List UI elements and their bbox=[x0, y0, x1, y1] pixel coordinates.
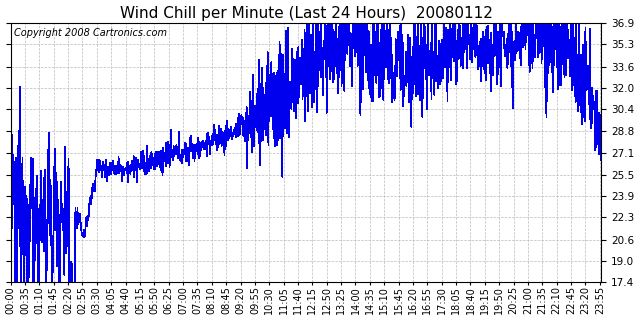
Title: Wind Chill per Minute (Last 24 Hours)  20080112: Wind Chill per Minute (Last 24 Hours) 20… bbox=[120, 5, 492, 20]
Text: Copyright 2008 Cartronics.com: Copyright 2008 Cartronics.com bbox=[13, 28, 166, 38]
